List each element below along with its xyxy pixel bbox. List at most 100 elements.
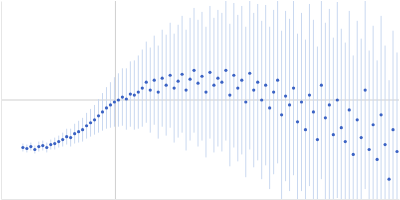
point — [284, 94, 287, 97]
point — [300, 100, 303, 103]
point — [184, 89, 187, 92]
point — [137, 90, 140, 93]
error-bar — [325, 23, 326, 199]
grid-line-y — [1, 100, 399, 101]
point — [61, 138, 64, 141]
point — [188, 78, 191, 81]
point — [232, 74, 235, 77]
point — [340, 126, 343, 129]
points — [21, 69, 398, 181]
error-bar — [349, 11, 350, 199]
error-bar — [385, 46, 386, 199]
point — [248, 72, 251, 75]
axis-line — [1, 2, 2, 200]
point — [316, 138, 319, 141]
point — [240, 79, 243, 82]
point — [228, 93, 231, 96]
point — [304, 128, 307, 131]
point — [324, 116, 327, 119]
error-bar — [297, 34, 298, 199]
point — [252, 89, 255, 92]
point — [320, 84, 323, 87]
point — [121, 95, 124, 98]
point — [129, 92, 132, 95]
point — [244, 100, 247, 103]
point — [77, 130, 80, 133]
point — [376, 158, 379, 161]
point — [145, 81, 148, 84]
error-bar — [397, 52, 398, 199]
point — [105, 106, 108, 109]
chart — [0, 0, 400, 200]
point — [180, 73, 183, 76]
point — [97, 114, 100, 117]
point — [356, 118, 359, 121]
point — [387, 178, 390, 181]
point — [292, 87, 295, 90]
point — [220, 81, 223, 84]
point — [25, 147, 28, 150]
point — [53, 142, 56, 145]
point — [169, 74, 172, 77]
marks — [21, 1, 398, 199]
point — [109, 103, 112, 106]
point — [177, 80, 180, 83]
point — [89, 121, 92, 124]
point — [395, 150, 398, 153]
point — [272, 90, 275, 93]
error-bar — [313, 20, 314, 199]
error-bars — [23, 1, 397, 199]
error-bar — [345, 43, 346, 199]
point — [173, 87, 176, 90]
point — [336, 98, 339, 101]
point — [383, 143, 386, 146]
point — [332, 133, 335, 136]
error-bar — [377, 60, 378, 199]
point — [256, 81, 259, 84]
point — [81, 128, 84, 131]
point — [41, 144, 44, 147]
point — [236, 87, 239, 90]
point — [204, 90, 207, 93]
point — [57, 140, 60, 143]
point — [312, 110, 315, 113]
error-bar — [249, 1, 250, 150]
point — [308, 93, 311, 96]
point — [280, 113, 283, 116]
point — [165, 84, 168, 87]
point — [264, 84, 267, 87]
point — [29, 145, 32, 148]
point — [372, 123, 375, 126]
axes — [1, 2, 400, 200]
error-bar — [333, 38, 334, 199]
point — [69, 136, 72, 139]
error-bar — [393, 31, 394, 199]
point — [391, 128, 394, 131]
point — [49, 143, 52, 146]
error-bar — [305, 40, 306, 199]
error-bar — [357, 21, 358, 199]
grid — [1, 1, 399, 199]
point — [21, 146, 24, 149]
point — [288, 103, 291, 106]
error-bar — [341, 29, 342, 199]
point — [348, 108, 351, 111]
error-bar — [369, 51, 370, 200]
point — [85, 124, 88, 127]
error-bar — [317, 47, 318, 199]
point — [344, 140, 347, 143]
point — [157, 90, 160, 93]
point — [208, 71, 211, 74]
point — [133, 93, 136, 96]
point — [141, 87, 144, 90]
error-bar — [353, 55, 354, 199]
point — [379, 113, 382, 116]
point — [37, 145, 40, 148]
x-axis — [2, 199, 400, 200]
plot — [1, 0, 400, 200]
point — [268, 106, 271, 109]
point — [192, 69, 195, 72]
point — [200, 75, 203, 78]
error-bar — [373, 26, 374, 199]
point — [65, 135, 68, 138]
